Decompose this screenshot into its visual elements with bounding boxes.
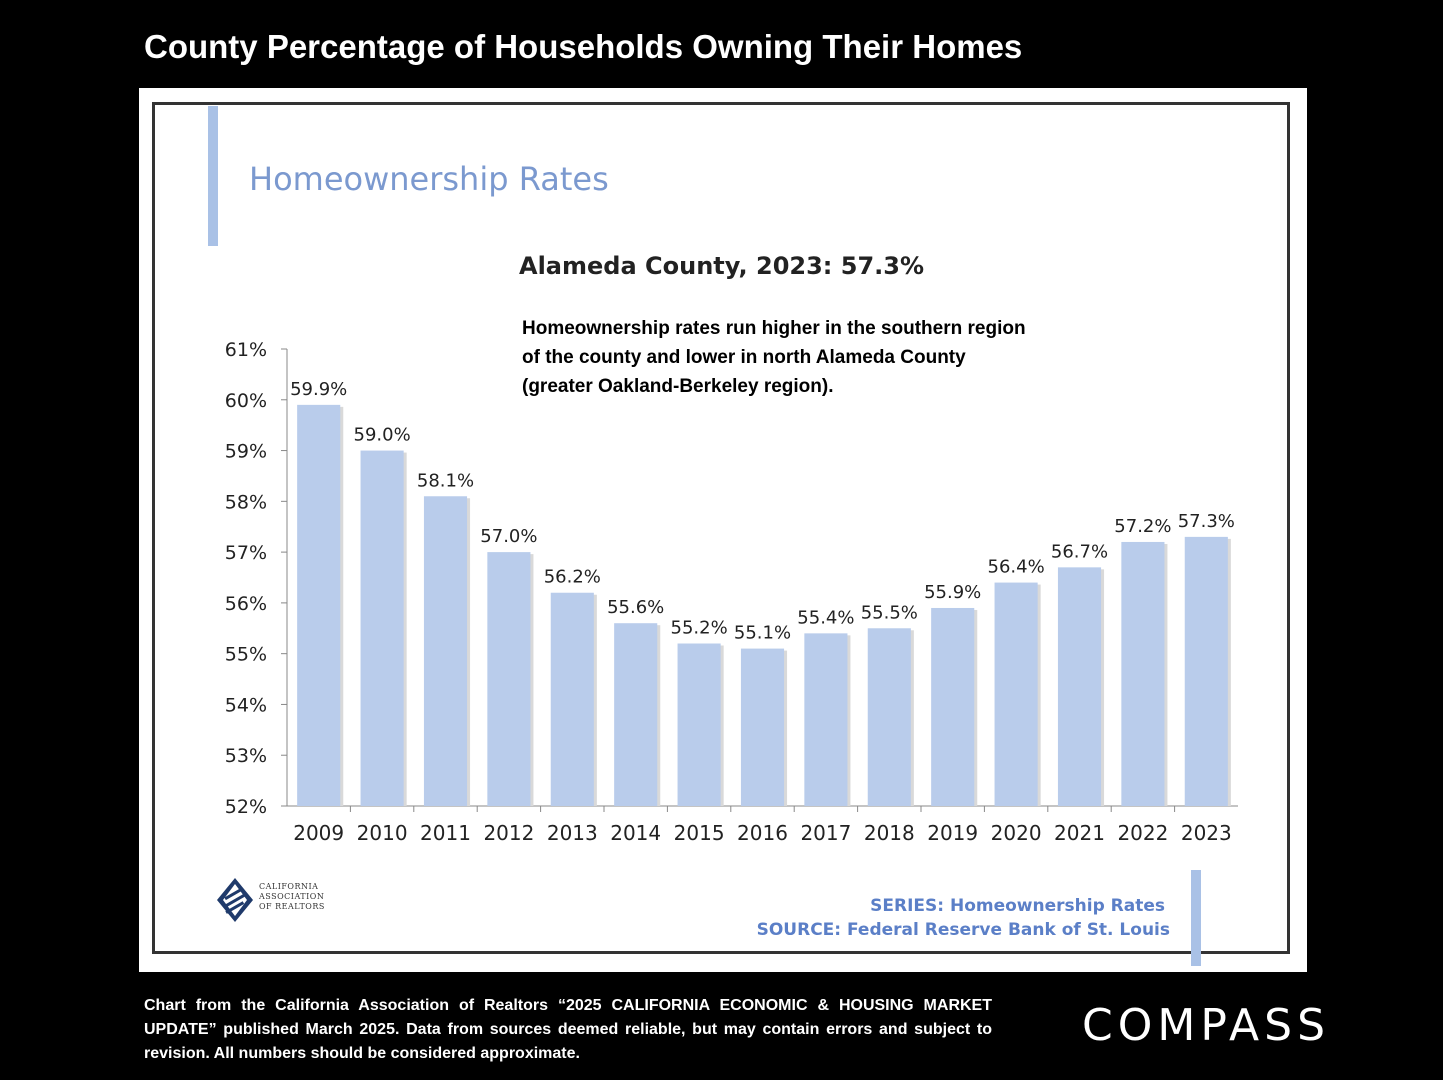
bar — [994, 582, 1038, 806]
data-label: 56.2% — [544, 567, 601, 588]
x-tick-label: 2016 — [737, 821, 788, 845]
bar — [1057, 567, 1102, 806]
accent-bar-top — [208, 106, 218, 246]
y-tick-label: 54% — [225, 694, 267, 716]
series-caption: SERIES: Homeownership Rates — [870, 896, 1165, 916]
page-title: County Percentage of Households Owning T… — [144, 28, 1023, 65]
data-label: 55.4% — [797, 607, 854, 628]
bar — [360, 450, 404, 806]
data-label: 55.5% — [861, 602, 918, 623]
y-tick-label: 60% — [225, 390, 267, 412]
logo-line: OF REALTORS — [259, 902, 325, 911]
bar — [1121, 541, 1165, 806]
chart-subheading: Alameda County, 2023: 57.3% — [519, 252, 925, 280]
data-label: 57.0% — [480, 526, 537, 547]
y-tick-label: 58% — [225, 491, 267, 513]
bar — [740, 648, 785, 806]
bar — [550, 592, 594, 806]
bar — [297, 404, 341, 806]
x-tick-label: 2019 — [927, 821, 978, 845]
bar — [423, 496, 468, 806]
y-tick-label: 53% — [225, 745, 267, 767]
bar — [614, 623, 658, 806]
y-tick-label: 61% — [225, 339, 267, 361]
car-logo-text: CALIFORNIA ASSOCIATION OF REALTORS — [259, 882, 325, 912]
bar — [804, 633, 848, 806]
x-tick-label: 2014 — [610, 821, 661, 845]
data-label: 55.2% — [671, 618, 728, 639]
data-label: 57.2% — [1114, 516, 1171, 537]
x-tick-label: 2009 — [293, 821, 344, 845]
data-label: 55.9% — [924, 582, 981, 603]
data-label: 55.6% — [607, 597, 664, 618]
y-tick-label: 57% — [225, 542, 267, 564]
x-tick-label: 2017 — [800, 821, 851, 845]
bar — [1184, 536, 1228, 806]
x-tick-label: 2012 — [483, 821, 534, 845]
x-tick-label: 2013 — [547, 821, 598, 845]
bar — [867, 628, 911, 806]
x-tick-label: 2018 — [864, 821, 915, 845]
data-label: 55.1% — [734, 623, 791, 644]
logo-line: CALIFORNIA — [259, 882, 319, 891]
accent-bar-bottom — [1191, 870, 1201, 966]
bar — [487, 552, 531, 806]
x-tick-label: 2010 — [357, 821, 408, 845]
panel-border — [152, 102, 1290, 954]
y-tick-label: 52% — [225, 796, 267, 818]
car-logo-icon — [217, 878, 253, 922]
x-tick-label: 2011 — [420, 821, 471, 845]
x-tick-label: 2015 — [674, 821, 725, 845]
data-label: 56.4% — [988, 557, 1045, 578]
y-tick-label: 56% — [225, 593, 267, 615]
source-caption: SOURCE: Federal Reserve Bank of St. Loui… — [756, 920, 1170, 940]
x-tick-label: 2021 — [1054, 821, 1105, 845]
data-label: 58.1% — [417, 470, 474, 491]
x-tick-label: 2023 — [1181, 821, 1232, 845]
y-tick-label: 55% — [225, 644, 267, 666]
chart-note: Homeownership rates run higher in the so… — [522, 318, 1026, 397]
bar — [677, 643, 721, 806]
x-tick-label: 2020 — [991, 821, 1042, 845]
footnote: Chart from the California Association of… — [144, 997, 992, 1062]
x-tick-label: 2022 — [1117, 821, 1168, 845]
y-tick-label: 59% — [225, 441, 267, 463]
bar — [931, 607, 975, 806]
data-label: 59.9% — [290, 379, 347, 400]
compass-logo: COMPASS — [1082, 1000, 1330, 1051]
logo-line: ASSOCIATION — [259, 892, 325, 901]
data-label: 57.3% — [1178, 511, 1235, 532]
car-logo: CALIFORNIA ASSOCIATION OF REALTORS — [215, 876, 355, 932]
data-label: 56.7% — [1051, 541, 1108, 562]
data-label: 59.0% — [354, 425, 411, 446]
chart-heading: Homeownership Rates — [249, 160, 609, 198]
